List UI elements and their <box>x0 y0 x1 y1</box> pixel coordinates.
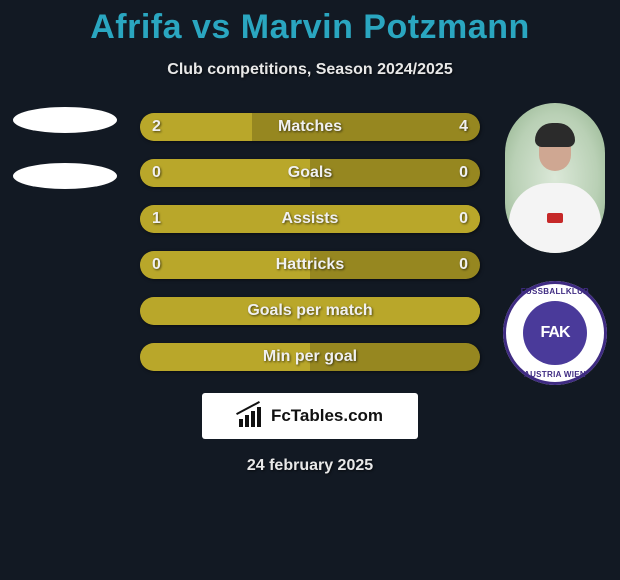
watermark-text: FcTables.com <box>271 406 383 426</box>
stat-row: 0Goals0 <box>140 159 480 187</box>
badge-initials: FAK <box>541 324 570 342</box>
stat-value-right: 4 <box>459 113 468 141</box>
watermark: FcTables.com <box>202 393 418 439</box>
left-club-badge-placeholder <box>13 163 117 189</box>
stat-value-right: 0 <box>459 159 468 187</box>
subtitle: Club competitions, Season 2024/2025 <box>0 61 620 79</box>
stat-label: Goals <box>140 159 480 187</box>
badge-ring-top: FUSSBALLKLUB <box>521 287 589 296</box>
chart-icon <box>237 405 265 427</box>
stat-bars: 2Matches40Goals01Assists00Hattricks0Goal… <box>140 113 480 371</box>
badge-ring-bottom: AUSTRIA WIEN <box>524 370 586 379</box>
stat-row: Min per goal <box>140 343 480 371</box>
stat-value-right: 0 <box>459 251 468 279</box>
stat-label: Goals per match <box>140 297 480 325</box>
stat-label: Min per goal <box>140 343 480 371</box>
left-player-column <box>0 107 130 219</box>
stat-row: 2Matches4 <box>140 113 480 141</box>
stat-value-right: 0 <box>459 205 468 233</box>
stat-row: Goals per match <box>140 297 480 325</box>
stat-label: Assists <box>140 205 480 233</box>
left-player-photo-placeholder <box>13 107 117 133</box>
footer-date: 24 february 2025 <box>0 457 620 475</box>
right-club-badge: FUSSBALLKLUB FAK AUSTRIA WIEN <box>503 281 607 385</box>
stat-label: Hattricks <box>140 251 480 279</box>
page-title: Afrifa vs Marvin Potzmann <box>0 0 620 47</box>
stat-row: 1Assists0 <box>140 205 480 233</box>
right-player-photo <box>505 103 605 253</box>
badge-inner: FAK <box>523 301 587 365</box>
stat-row: 0Hattricks0 <box>140 251 480 279</box>
stat-label: Matches <box>140 113 480 141</box>
right-player-column: FUSSBALLKLUB FAK AUSTRIA WIEN <box>500 103 610 385</box>
comparison-area: 2Matches40Goals01Assists00Hattricks0Goal… <box>0 113 620 371</box>
